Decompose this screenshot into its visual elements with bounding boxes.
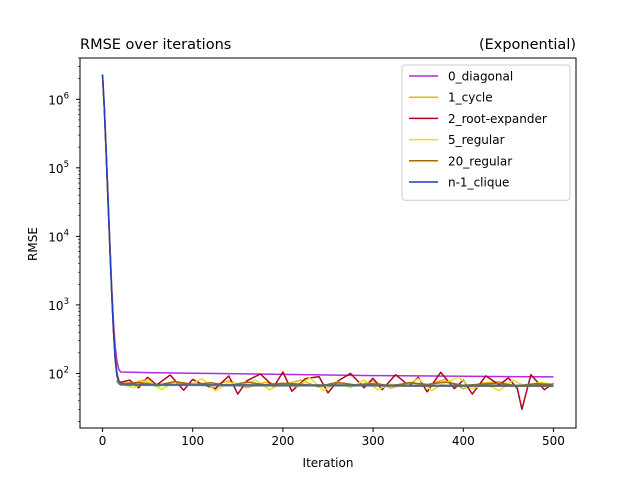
legend-box	[401, 64, 571, 201]
x-tick-label: 0	[99, 434, 107, 448]
legend-label: 5_regular	[448, 133, 505, 147]
x-tick-label: 200	[271, 434, 294, 448]
x-tick-label: 100	[181, 434, 204, 448]
legend-label: 0_diagonal	[448, 70, 513, 84]
legend-label: 2_root-expander	[448, 112, 547, 126]
chart-title-right: (Exponential)	[479, 37, 576, 53]
series-lines	[101, 74, 554, 411]
legend-label: 20_regular	[448, 154, 512, 168]
x-axis-ticks: 0 100 200 300 400 500	[99, 428, 565, 448]
x-tick-label: 400	[452, 434, 475, 448]
series-line-overlay	[115, 379, 554, 388]
x-axis-label: Iteration	[303, 456, 354, 470]
x-tick-label: 300	[362, 434, 385, 448]
legend-label: n-1_clique	[448, 176, 509, 190]
x-tick-label: 500	[542, 434, 565, 448]
y-axis-label: RMSE	[26, 227, 40, 261]
chart-title-left: RMSE over iterations	[80, 37, 231, 53]
legend: 0_diagonal 1_cycle 2_root-expander 5_regula…	[401, 64, 571, 201]
legend-label: 1_cycle	[448, 91, 493, 105]
